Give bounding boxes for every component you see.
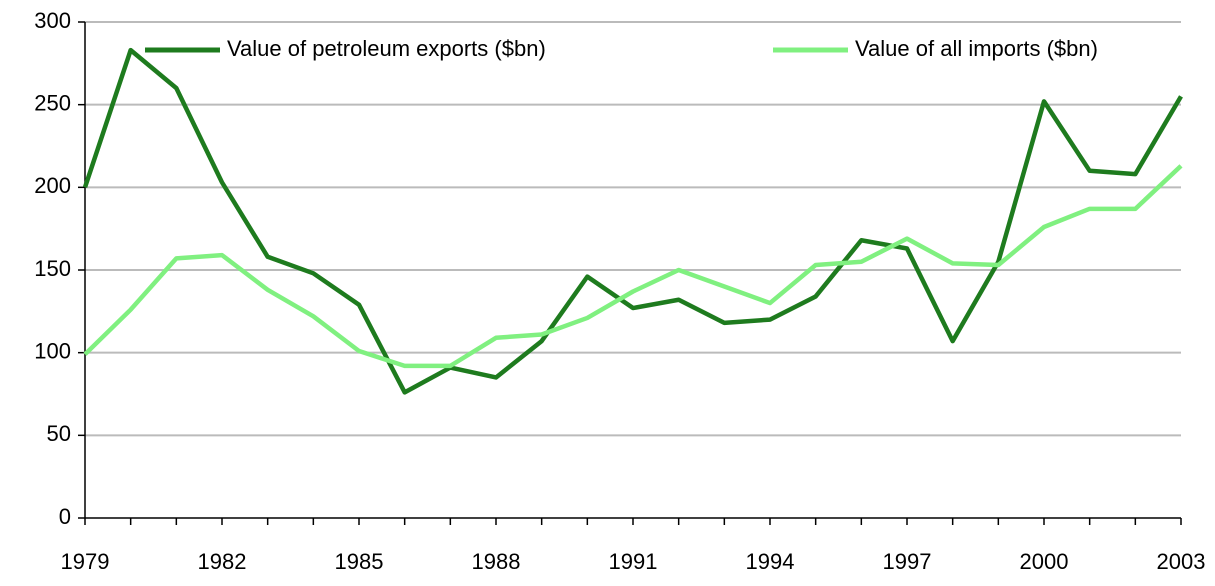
x-tick-label: 1994	[746, 549, 795, 574]
legend-label: Value of all imports ($bn)	[855, 36, 1098, 61]
y-tick-label: 250	[34, 90, 71, 115]
y-tick-label: 300	[34, 8, 71, 33]
x-tick-label: 1979	[61, 549, 110, 574]
x-tick-label: 1988	[472, 549, 521, 574]
y-tick-label: 150	[34, 256, 71, 281]
x-tick-label: 1991	[609, 549, 658, 574]
series-line	[83, 164, 1183, 369]
y-tick-label: 50	[47, 421, 71, 446]
x-tick-label: 1985	[335, 549, 384, 574]
x-tick-label: 2003	[1157, 549, 1206, 574]
y-tick-label: 0	[59, 504, 71, 529]
y-tick-label: 100	[34, 338, 71, 363]
series-line	[82, 47, 1183, 395]
x-tick-label: 1997	[883, 549, 932, 574]
legend-label: Value of petroleum exports ($bn)	[227, 36, 546, 61]
y-tick-label: 200	[34, 173, 71, 198]
x-tick-label: 2000	[1020, 549, 1069, 574]
x-tick-label: 1982	[198, 549, 247, 574]
